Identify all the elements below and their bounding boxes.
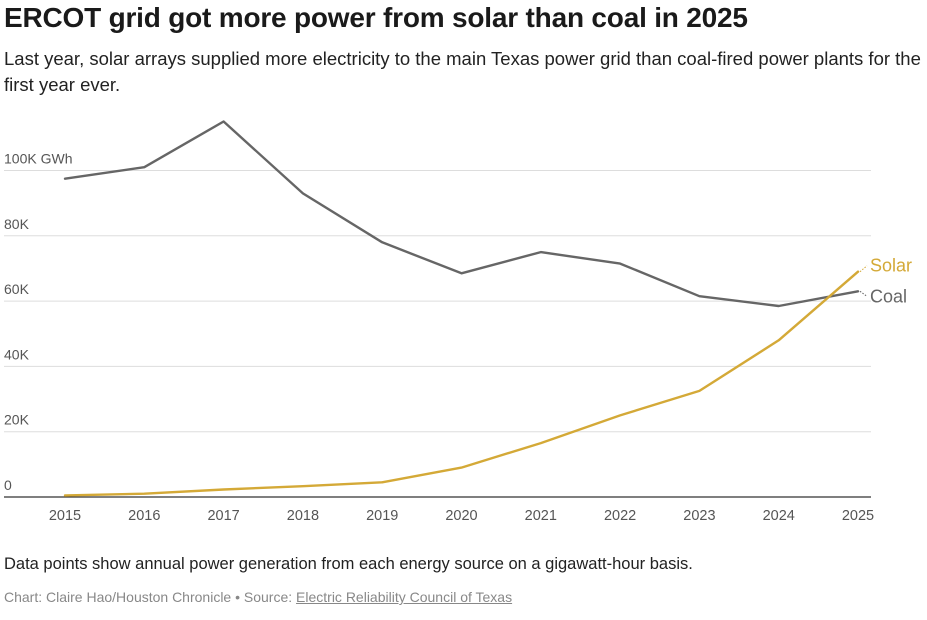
y-tick-label: 100K GWh <box>4 151 72 167</box>
y-tick-label: 40K <box>4 346 30 362</box>
y-tick-label: 60K <box>4 281 30 297</box>
credit-text: Chart: Claire Hao/Houston Chronicle • So… <box>4 589 297 605</box>
x-tick-label: 2020 <box>445 508 477 524</box>
chart-title: ERCOT grid got more power from solar tha… <box>4 2 748 33</box>
x-tick-label: 2017 <box>207 508 239 524</box>
series-label-coal: Coal <box>870 286 907 306</box>
chart-note: Data points show annual power generation… <box>4 555 693 573</box>
x-tick-label: 2021 <box>525 508 557 524</box>
x-tick-label: 2023 <box>683 508 715 524</box>
x-tick-label: 2025 <box>842 508 874 524</box>
series-leader-coal <box>859 290 868 297</box>
y-tick-label: 20K <box>4 412 30 428</box>
source-link[interactable]: Electric Reliability Council of Texas <box>296 589 513 605</box>
y-tick-label: 0 <box>4 477 12 493</box>
series-line-coal <box>63 120 860 308</box>
x-tick-label: 2018 <box>287 508 319 524</box>
y-tick-label: 80K <box>4 216 30 232</box>
series-label-solar: Solar <box>870 256 912 276</box>
chart-credit: Chart: Claire Hao/Houston Chronicle • So… <box>4 589 512 605</box>
x-tick-label: 2022 <box>604 508 636 524</box>
x-tick-label: 2016 <box>128 508 160 524</box>
x-tick-label: 2024 <box>763 508 795 524</box>
chart-subtitle: Last year, solar arrays supplied more el… <box>4 48 921 95</box>
x-tick-label: 2015 <box>49 508 81 524</box>
x-tick-label: 2019 <box>366 508 398 524</box>
series-leader-solar <box>859 265 868 273</box>
line-chart: 0 20K 40K 60K 80K 100K GWh 2015 2016 2017 2018 201… <box>4 120 912 524</box>
series-line-solar <box>63 270 860 497</box>
